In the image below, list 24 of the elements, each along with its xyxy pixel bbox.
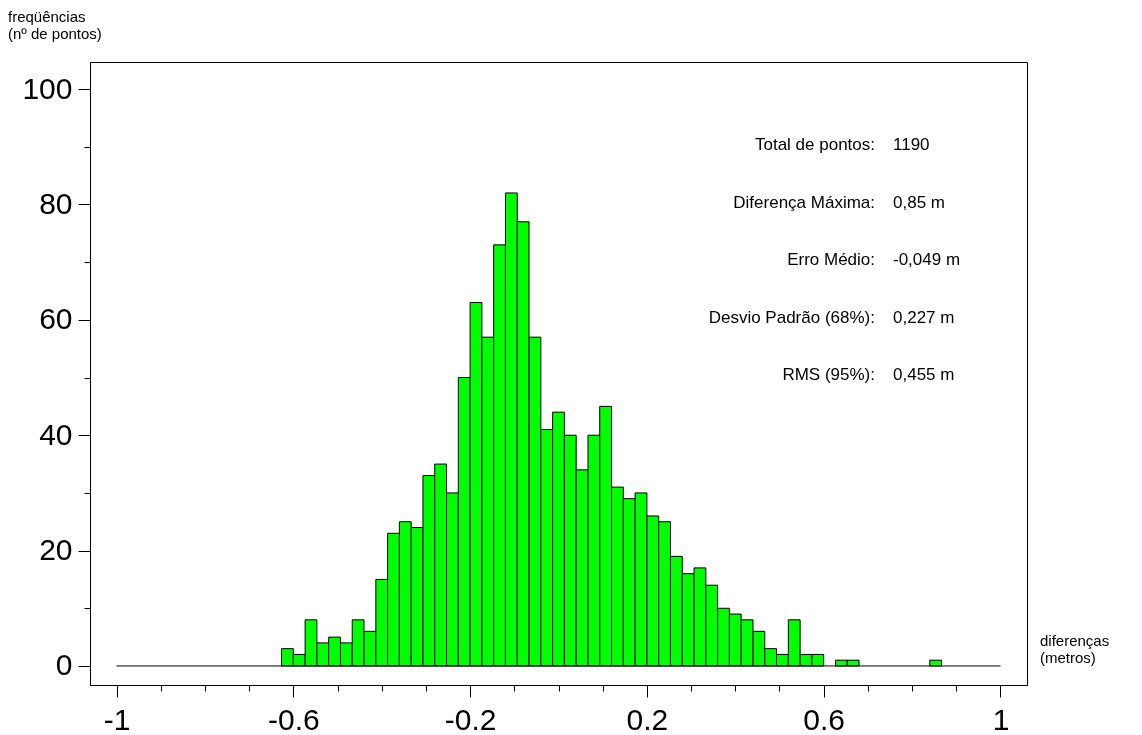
annotation: RMS (95%): <box>782 365 875 384</box>
y-tick-label: 100 <box>22 71 73 105</box>
x-tick-label: 0.2 <box>626 702 669 735</box>
y-tick-label: 80 <box>39 186 73 220</box>
annotation: 0,455 m <box>893 365 955 384</box>
y-tick-label: 0 <box>55 648 73 682</box>
annotation: Erro Médio: <box>787 250 875 269</box>
annotation: 0,85 m <box>893 192 945 212</box>
y-tick-label: 40 <box>39 417 73 451</box>
annotation: Diferença Máxima: <box>733 192 875 212</box>
annotation: -0,049 m <box>893 250 961 269</box>
x-tick-label: -0.6 <box>267 702 320 735</box>
x-axis-title: diferenças (metros) <box>1040 632 1110 666</box>
annotation: Total de pontos: <box>754 135 875 154</box>
annotation: 0,227 m <box>893 307 955 327</box>
annotation: 1190 <box>893 135 930 154</box>
annotation: Desvio Padrão (68%): <box>708 307 875 327</box>
x-tick-label: -1 <box>103 702 131 735</box>
x-tick-label: 0.6 <box>803 702 846 735</box>
x-tick-label: 1 <box>992 702 1010 735</box>
x-tick-label: -0.2 <box>444 702 497 735</box>
y-tick-label: 20 <box>39 533 73 567</box>
y-tick-label: 60 <box>39 302 73 336</box>
y-axis-title: freqüências (nº de pontos) <box>8 8 102 42</box>
